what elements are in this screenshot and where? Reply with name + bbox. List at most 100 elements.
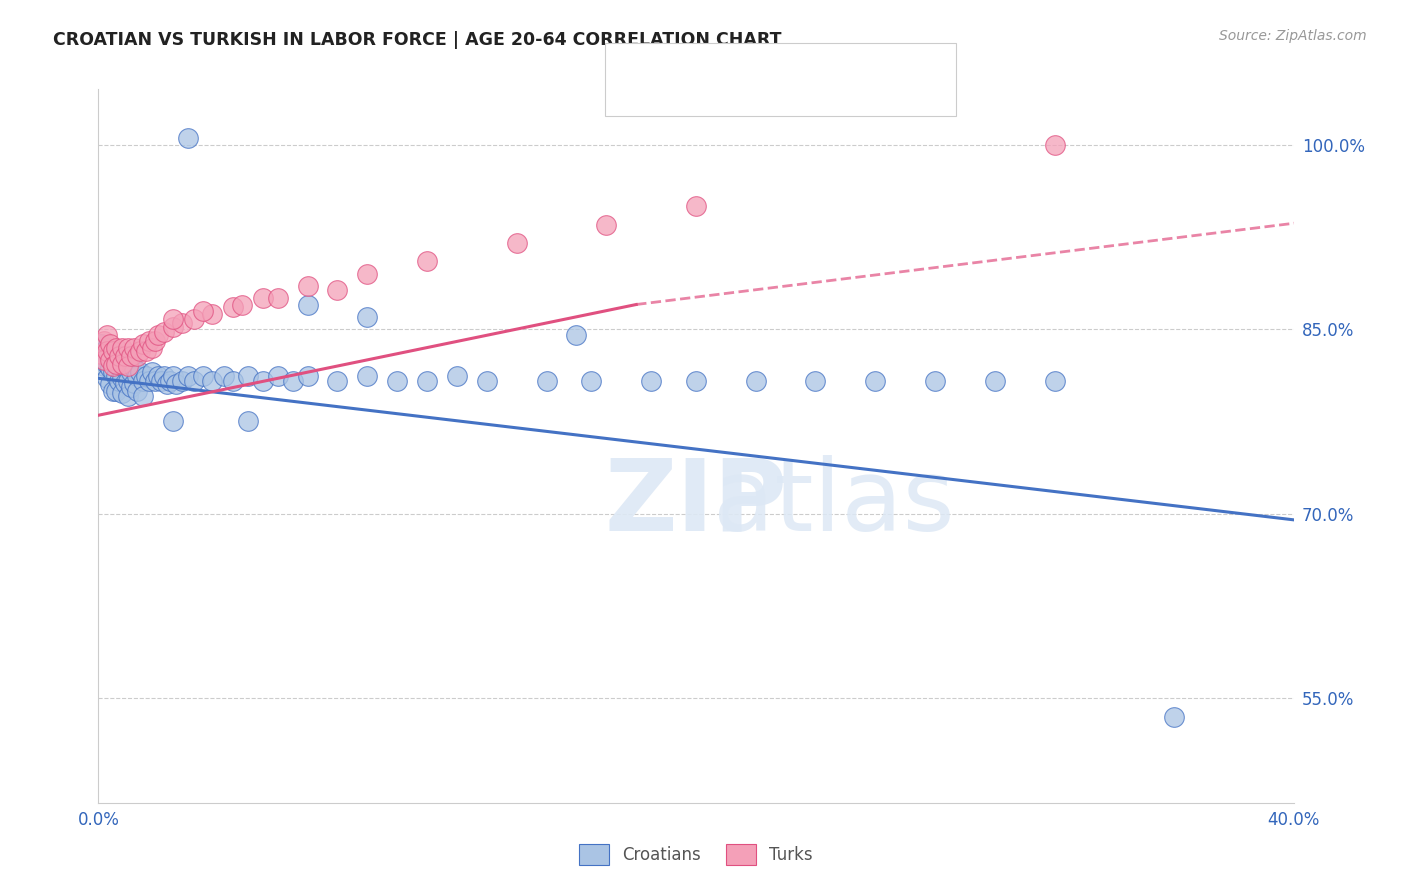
Point xyxy=(138,334,160,349)
Point xyxy=(127,368,149,383)
Point xyxy=(183,374,205,388)
Point xyxy=(212,368,235,383)
Point xyxy=(111,357,134,371)
Point xyxy=(267,291,290,305)
Point xyxy=(98,337,122,351)
Point xyxy=(96,344,118,359)
Point xyxy=(129,344,152,359)
Point xyxy=(356,267,378,281)
Point xyxy=(111,371,134,385)
Point xyxy=(105,341,128,355)
Point xyxy=(640,374,662,388)
Point xyxy=(108,349,131,363)
Point xyxy=(124,341,146,355)
Point xyxy=(138,374,160,388)
Text: atlas: atlas xyxy=(713,455,955,551)
Point xyxy=(143,374,166,388)
Point xyxy=(177,368,200,383)
Point xyxy=(385,374,409,388)
Point xyxy=(326,374,349,388)
Point xyxy=(356,368,378,383)
Point xyxy=(120,349,142,363)
Point xyxy=(565,328,588,343)
Point xyxy=(132,374,155,388)
Point xyxy=(281,374,304,388)
Point xyxy=(129,365,152,379)
Point xyxy=(1043,137,1066,152)
Point xyxy=(804,374,827,388)
Point xyxy=(90,347,112,361)
Point xyxy=(236,368,259,383)
Point xyxy=(98,361,122,376)
Point xyxy=(297,279,319,293)
Point xyxy=(536,374,558,388)
Point xyxy=(595,218,617,232)
Point xyxy=(98,377,122,392)
Point xyxy=(356,310,378,324)
Point xyxy=(177,131,200,145)
Point xyxy=(267,368,290,383)
Point xyxy=(105,352,128,367)
Point xyxy=(1163,709,1185,723)
Point xyxy=(108,359,131,373)
Point xyxy=(111,341,134,355)
Text: N =: N = xyxy=(755,85,803,103)
Point xyxy=(153,325,176,339)
Point xyxy=(96,357,118,371)
Point xyxy=(984,374,1007,388)
Point xyxy=(135,368,157,383)
Point xyxy=(105,384,128,398)
Point xyxy=(143,334,166,349)
Point xyxy=(90,352,112,367)
Point xyxy=(117,341,139,355)
Point xyxy=(117,359,139,373)
Point xyxy=(172,316,194,330)
Text: 46: 46 xyxy=(799,85,821,103)
Point xyxy=(416,374,439,388)
Text: -0.193: -0.193 xyxy=(696,62,755,80)
Point xyxy=(475,374,498,388)
Point xyxy=(103,359,125,373)
Point xyxy=(132,388,155,402)
Point xyxy=(222,374,245,388)
Point xyxy=(103,344,125,359)
Point xyxy=(117,388,139,402)
Point xyxy=(252,291,274,305)
Point xyxy=(191,303,214,318)
Point xyxy=(96,371,118,385)
Point xyxy=(117,359,139,373)
Point xyxy=(93,344,115,359)
Point xyxy=(416,254,439,268)
Point xyxy=(153,368,176,383)
Point xyxy=(105,368,128,383)
Point xyxy=(135,344,157,359)
Point xyxy=(326,283,349,297)
Text: 0.241: 0.241 xyxy=(696,85,755,103)
Point xyxy=(148,368,170,383)
Point xyxy=(685,374,707,388)
Point xyxy=(103,349,125,363)
Text: ZIP: ZIP xyxy=(605,455,787,551)
Text: R =: R = xyxy=(665,62,702,80)
Point xyxy=(581,374,603,388)
Point xyxy=(127,349,149,363)
Point xyxy=(231,297,253,311)
Point xyxy=(141,341,163,355)
Point xyxy=(127,384,149,398)
Point xyxy=(162,368,184,383)
Point xyxy=(103,365,125,379)
Point xyxy=(162,414,184,428)
Point xyxy=(1043,374,1066,388)
Point xyxy=(236,414,259,428)
Point xyxy=(117,374,139,388)
Point xyxy=(141,365,163,379)
Point xyxy=(93,359,115,373)
Point xyxy=(183,312,205,326)
Point xyxy=(156,377,179,392)
Point xyxy=(98,347,122,361)
Point xyxy=(90,337,112,351)
Point xyxy=(103,384,125,398)
Text: R =: R = xyxy=(665,85,702,103)
Point xyxy=(201,307,224,321)
Text: CROATIAN VS TURKISH IN LABOR FORCE | AGE 20-64 CORRELATION CHART: CROATIAN VS TURKISH IN LABOR FORCE | AGE… xyxy=(53,31,782,49)
